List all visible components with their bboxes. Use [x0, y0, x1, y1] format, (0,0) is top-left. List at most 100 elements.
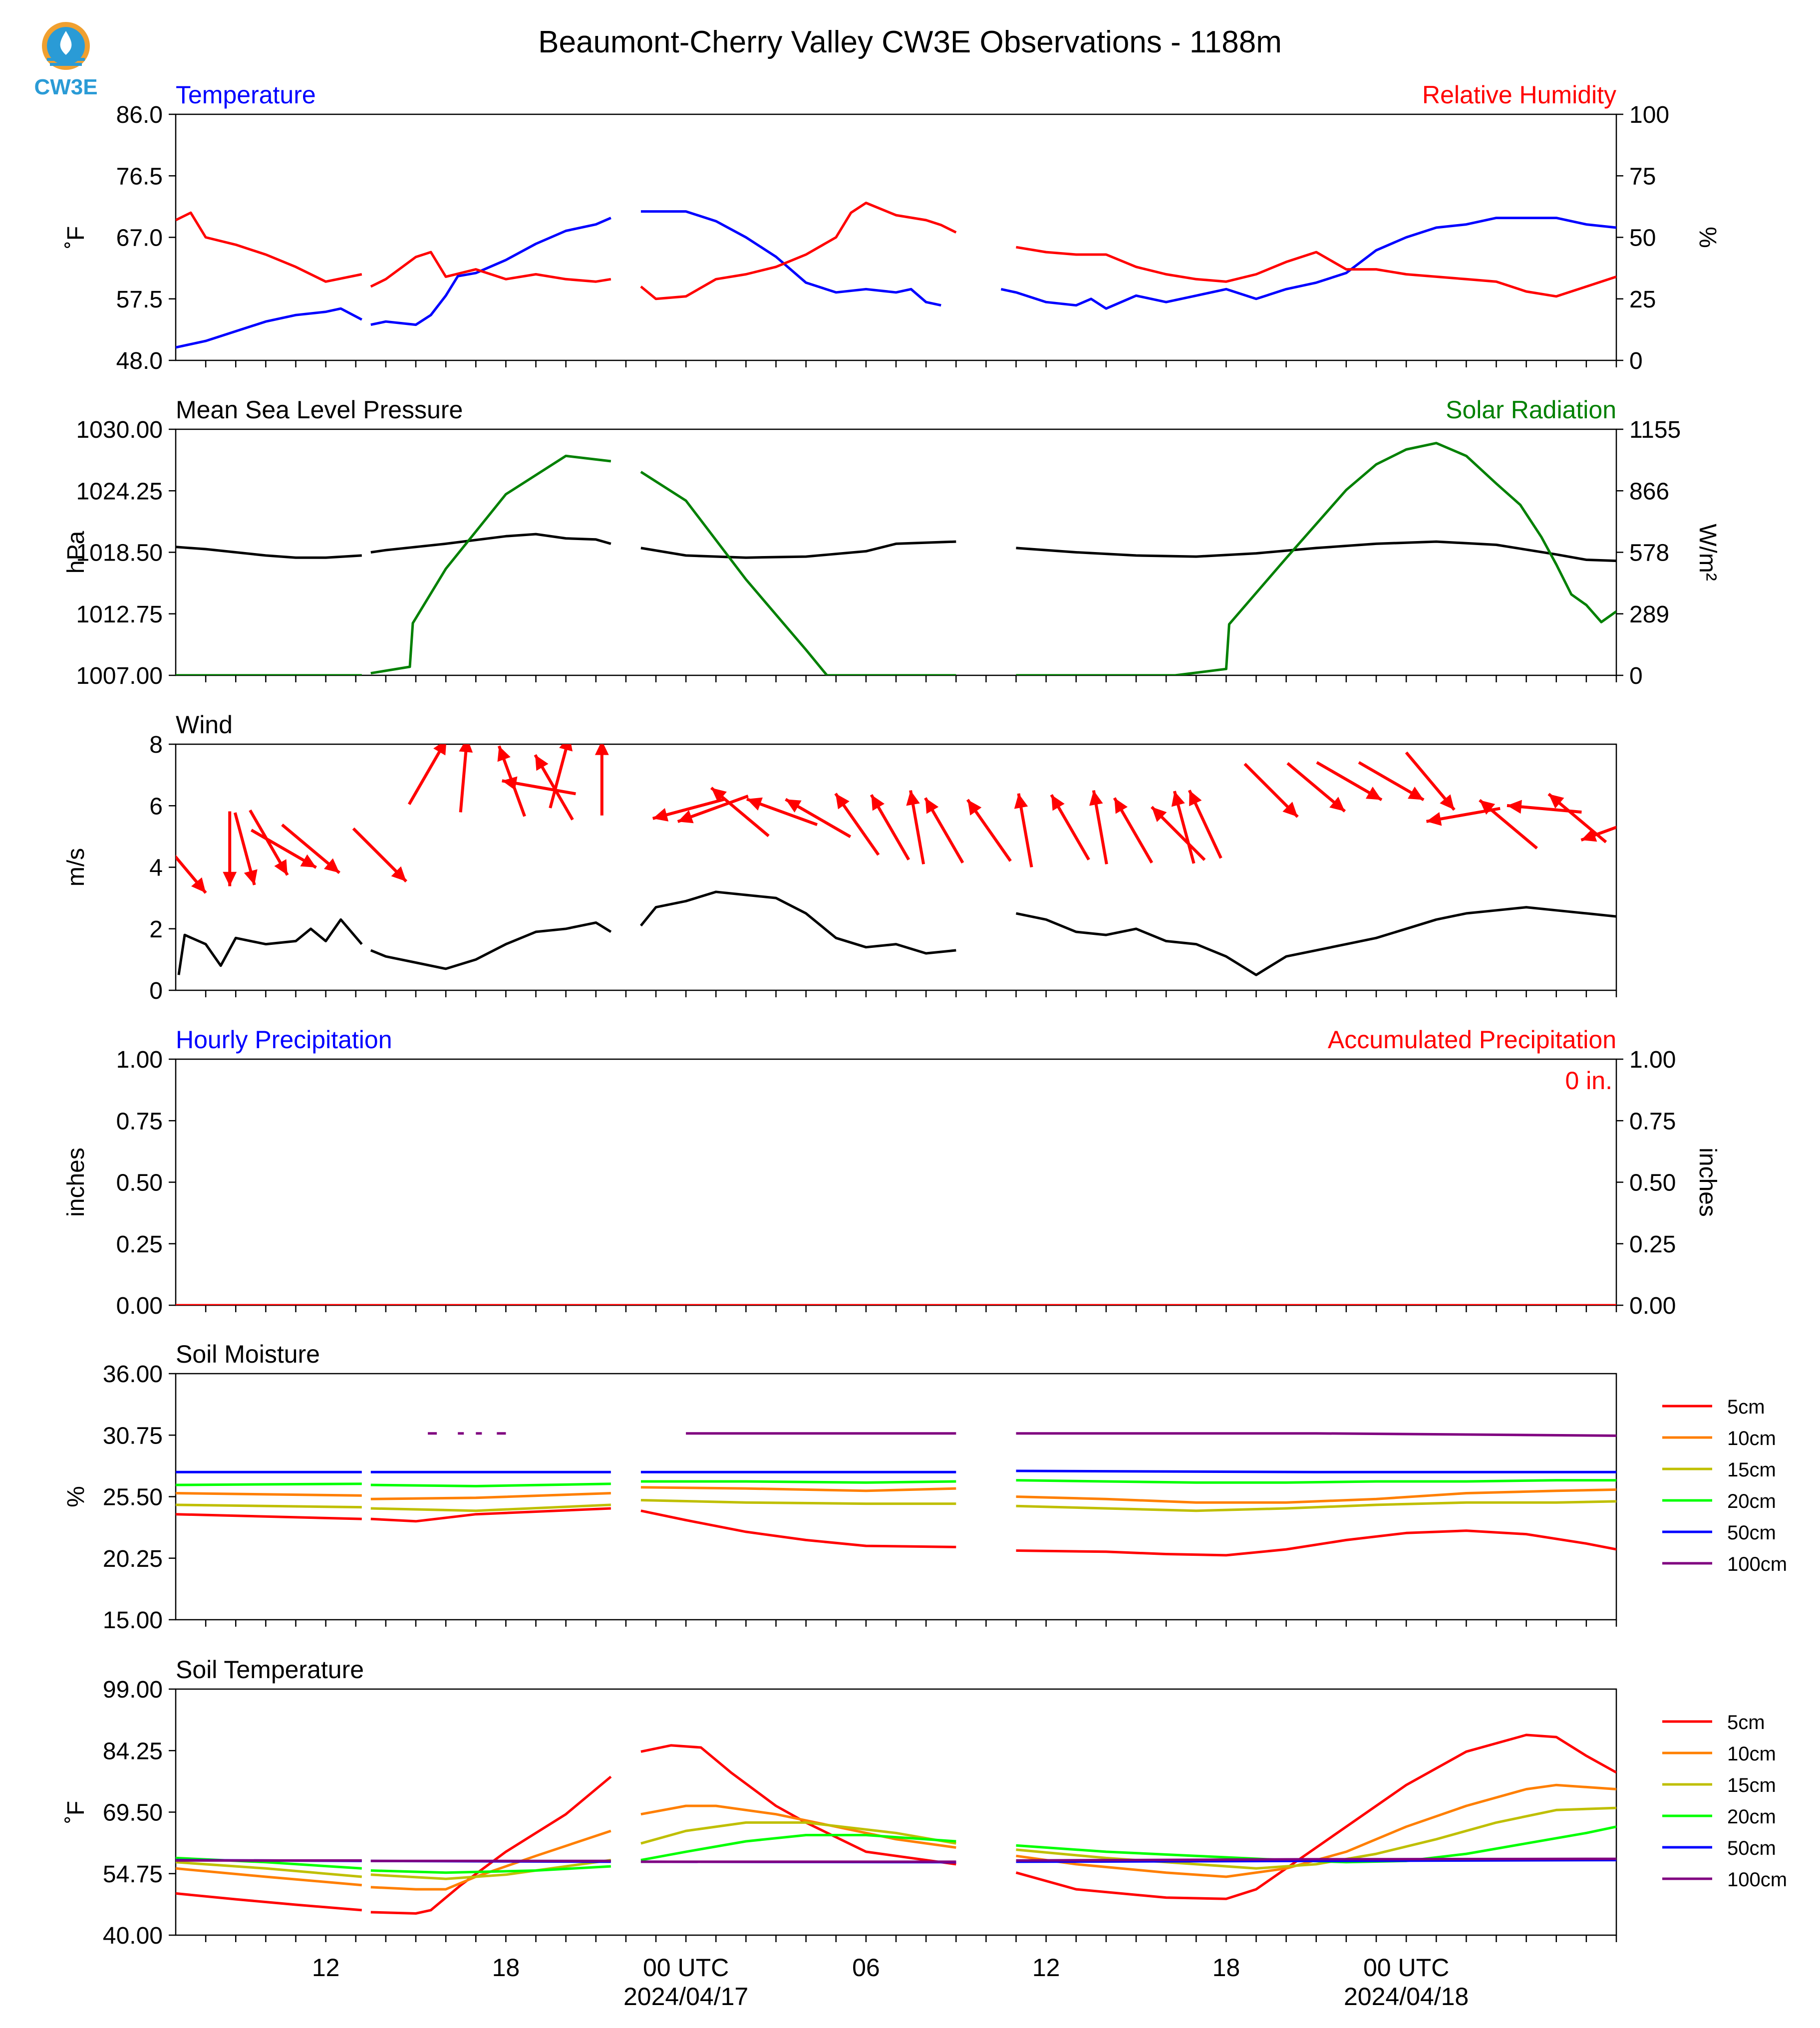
wind-arrow [1286, 762, 1346, 813]
legend: 5cm 10cm 15cm 20cm 50cm 100cm [1662, 1712, 1787, 1891]
wind-arrow-head [559, 744, 573, 752]
wind-arrow-head [1114, 798, 1128, 814]
x-tick-label: 18 [1213, 1954, 1240, 1982]
panel-title-left: Soil Moisture [176, 1340, 320, 1368]
cw3e-logo-icon [42, 22, 90, 70]
series-15cm [176, 1806, 1616, 1880]
legend-label: 15cm [1727, 1774, 1776, 1796]
wind-arrow [906, 790, 925, 865]
series-relative-humidity [176, 202, 1616, 300]
wind-arrow-head [300, 854, 316, 868]
series-wind-speed [177, 890, 1616, 976]
wind-arrow-head [274, 859, 288, 875]
panel-precipitation: Hourly Precipitation Accumulated Precipit… [63, 1026, 1721, 1319]
wind-arrow-head [1014, 793, 1028, 809]
cw3e-logo: CW3E [26, 16, 106, 101]
plot-area [176, 202, 1616, 349]
y-tick-label: 76.5 [116, 163, 163, 190]
wind-arrow [966, 799, 1012, 862]
wind-arrow-head [747, 797, 763, 811]
legend-label: 10cm [1727, 1743, 1776, 1765]
y-tick-label: 40.00 [103, 1923, 163, 1949]
x-date-label: 2024/04/17 [623, 1983, 748, 2011]
y-tick-label: 1007.00 [76, 663, 163, 689]
y-axis-label-right: W/m² [1694, 524, 1721, 581]
wind-arrow [459, 744, 473, 813]
panel-title-right: Solar Radiation [1446, 396, 1616, 424]
wind-arrow [534, 754, 574, 821]
wind-arrow-head [1426, 812, 1442, 826]
wind-arrow-head [391, 866, 406, 881]
wind-arrow-head [1089, 790, 1103, 806]
series-solar-radiation [176, 442, 1616, 675]
series-5cm [176, 1734, 1616, 1915]
wind-arrow [176, 855, 207, 894]
wind-arrow-head [244, 869, 258, 885]
plot-area [176, 442, 1616, 675]
y-tick-label: 4 [149, 855, 163, 881]
wind-arrow [502, 776, 576, 796]
wind-arrow-head [1507, 800, 1522, 814]
y-tick-label-right: 0 [1629, 663, 1643, 689]
y-tick-label: 20.25 [103, 1546, 163, 1572]
legend-label: 10cm [1727, 1428, 1776, 1449]
y-tick-label-right: 25 [1629, 287, 1656, 313]
series-100cm [428, 1432, 1616, 1437]
y-tick-label: 2 [149, 916, 163, 943]
wind-arrow-head [497, 746, 511, 762]
panel-temperature_rh: Temperature Relative Humidity 48.0 57.5 67.0… [63, 81, 1721, 374]
wind-arrow-head [1329, 797, 1345, 812]
wind-arrow-head [191, 877, 206, 893]
series-5cm [176, 1507, 1616, 1557]
x-tick-label: 12 [1032, 1954, 1060, 1982]
plot-area [176, 1432, 1616, 1557]
wind-arrow-head [871, 795, 885, 811]
y-tick-label: 36.00 [103, 1361, 163, 1388]
x-tick-label: 18 [492, 1954, 520, 1982]
series-mean-sea-level-pressure [176, 533, 1616, 563]
series-50cm [176, 1469, 1616, 1473]
legend-label: 20cm [1727, 1806, 1776, 1828]
y-tick-label: 1024.25 [76, 478, 163, 505]
panel-title-left: Hourly Precipitation [176, 1026, 392, 1054]
wind-arrow [281, 824, 340, 874]
wind-arrow [710, 787, 770, 838]
y-tick-label-right: 0.25 [1629, 1231, 1676, 1258]
y-tick-label: 84.25 [103, 1738, 163, 1764]
wind-arrow-head [925, 798, 939, 814]
panel-soil_temperature: Soil Temperature 40.00 54.75 69.50 84.25 99.0… [63, 1656, 1787, 1949]
y-tick-label: 1018.50 [76, 540, 163, 567]
logo-text: CW3E [34, 75, 98, 99]
y-axis-label-right: inches [1694, 1148, 1721, 1217]
wind-arrow-head [323, 858, 340, 873]
wind-arrow [870, 794, 910, 861]
legend-label: 5cm [1727, 1396, 1765, 1418]
wind-arrow-head [711, 788, 727, 803]
wind-arrow-head [906, 790, 920, 806]
series-20cm [176, 1825, 1616, 1874]
y-axis-label: m/s [63, 848, 89, 886]
wind-arrow [1014, 793, 1033, 868]
wind-arrow [746, 797, 818, 827]
wind-arrow-head [835, 793, 850, 810]
wind-arrow [595, 744, 609, 816]
legend-label: 15cm [1727, 1459, 1776, 1481]
y-tick-label-right: 866 [1629, 478, 1669, 505]
wind-arrow [785, 798, 852, 838]
wind-arrow-head [1480, 800, 1496, 815]
y-tick-label: 48.0 [116, 348, 163, 374]
y-tick-label: 30.75 [103, 1423, 163, 1449]
wind-arrow [1113, 797, 1154, 864]
y-tick-label: 54.75 [103, 1861, 163, 1888]
wind-arrow [1089, 790, 1108, 865]
wind-arrow [250, 829, 317, 869]
wind-arrow [677, 794, 749, 824]
wind-arrow [1050, 794, 1090, 861]
series-20cm [176, 1479, 1616, 1487]
panel-wind: Wind 0 2 4 6 8 m/s [63, 711, 1617, 1004]
figure-title: Beaumont-Cherry Valley CW3E Observations… [538, 25, 1282, 59]
panel-title-right: Relative Humidity [1422, 81, 1616, 109]
y-axis-label: ˚F [63, 226, 89, 249]
